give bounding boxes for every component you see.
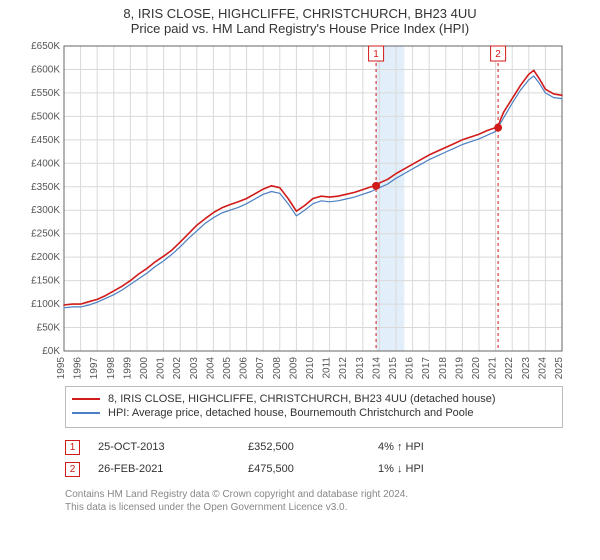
y-tick-label: £400K [31,158,60,169]
y-tick-label: £350K [31,182,60,193]
sale-marker-badge-label: 1 [373,49,379,60]
y-tick-label: £650K [31,41,60,52]
legend-swatch [72,412,100,414]
marker-row-date: 25-OCT-2013 [98,441,248,453]
sale-marker-dot [372,182,380,190]
x-tick-label: 2006 [239,357,250,380]
x-tick-label: 2013 [355,357,366,380]
x-tick-label: 2011 [322,357,333,379]
marker-row-delta: 4% ↑ HPI [378,441,468,453]
x-tick-label: 2020 [471,357,482,380]
x-tick-label: 2022 [504,357,515,380]
y-tick-label: £200K [31,252,60,263]
y-tick-label: £600K [31,64,60,75]
chart-title-line2: Price paid vs. HM Land Registry's House … [0,21,600,36]
x-tick-label: 2012 [338,357,349,380]
x-tick-label: 2014 [371,357,382,380]
price-chart: £0K £50K £100K £150K £200K £250K £300K £350K £40… [14,40,574,380]
shaded-band [376,46,404,351]
legend-swatch [72,398,100,400]
x-tick-label: 2001 [156,357,167,380]
legend-label: 8, IRIS CLOSE, HIGHCLIFFE, CHRISTCHURCH,… [108,393,496,405]
x-tick-label: 1995 [56,357,67,380]
marker-row-badge: 1 [65,440,80,455]
chart-area: £0K £50K £100K £150K £200K £250K £300K £350K £40… [14,40,574,380]
x-tick-label: 2008 [272,357,283,380]
x-tick-label: 2010 [305,357,316,380]
x-tick-label: 2023 [521,357,532,380]
chart-title-block: 8, IRIS CLOSE, HIGHCLIFFE, CHRISTCHURCH,… [0,0,600,36]
marker-table: 1 25-OCT-2013£352,5004% ↑ HPI 2 26-FEB-2021… [65,436,600,480]
y-tick-label: £50K [37,323,61,334]
legend-box: 8, IRIS CLOSE, HIGHCLIFFE, CHRISTCHURCH,… [65,386,563,428]
x-tick-label: 2009 [288,357,299,380]
y-tick-label: £300K [31,205,60,216]
footer-line2: This data is licensed under the Open Gov… [65,501,600,514]
x-tick-label: 2021 [488,357,499,380]
x-tick-label: 1999 [122,357,133,380]
x-tick-label: 2015 [388,357,399,380]
x-tick-label: 2004 [205,357,216,380]
legend-row-hpi: HPI: Average price, detached house, Bour… [72,407,556,419]
x-tick-label: 2025 [554,357,565,380]
x-tick-label: 2002 [172,357,183,380]
marker-row-price: £352,500 [248,441,378,453]
x-tick-label: 2016 [405,357,416,380]
x-tick-label: 2003 [189,357,200,380]
y-tick-label: £0K [42,346,60,357]
y-tick-label: £150K [31,276,60,287]
marker-row-badge: 2 [65,462,80,477]
footer-line1: Contains HM Land Registry data © Crown c… [65,488,600,501]
x-tick-label: 1996 [73,357,84,380]
x-tick-label: 2024 [537,357,548,380]
x-tick-label: 2005 [222,357,233,380]
x-tick-label: 2019 [454,357,465,380]
y-tick-label: £450K [31,135,60,146]
marker-row: 1 25-OCT-2013£352,5004% ↑ HPI [65,436,600,458]
marker-row: 2 26-FEB-2021£475,5001% ↓ HPI [65,458,600,480]
x-tick-label: 1997 [89,357,100,380]
y-tick-label: £100K [31,299,60,310]
marker-row-price: £475,500 [248,463,378,475]
x-tick-label: 2000 [139,357,150,380]
legend-label: HPI: Average price, detached house, Bour… [108,407,473,419]
marker-row-delta: 1% ↓ HPI [378,463,468,475]
y-tick-label: £500K [31,111,60,122]
y-tick-label: £550K [31,88,60,99]
x-tick-label: 1998 [106,357,117,380]
x-tick-label: 2018 [438,357,449,380]
x-tick-label: 2017 [421,357,432,380]
y-tick-label: £250K [31,229,60,240]
sale-marker-badge-label: 2 [495,49,501,60]
sale-marker-dot [494,124,502,132]
legend-row-property: 8, IRIS CLOSE, HIGHCLIFFE, CHRISTCHURCH,… [72,393,556,405]
chart-title-line1: 8, IRIS CLOSE, HIGHCLIFFE, CHRISTCHURCH,… [0,6,600,21]
delta-arrow-icon: ↓ [397,463,403,475]
x-tick-label: 2007 [255,357,266,380]
marker-row-date: 26-FEB-2021 [98,463,248,475]
footer-attribution: Contains HM Land Registry data © Crown c… [65,488,600,514]
delta-arrow-icon: ↑ [397,441,403,453]
